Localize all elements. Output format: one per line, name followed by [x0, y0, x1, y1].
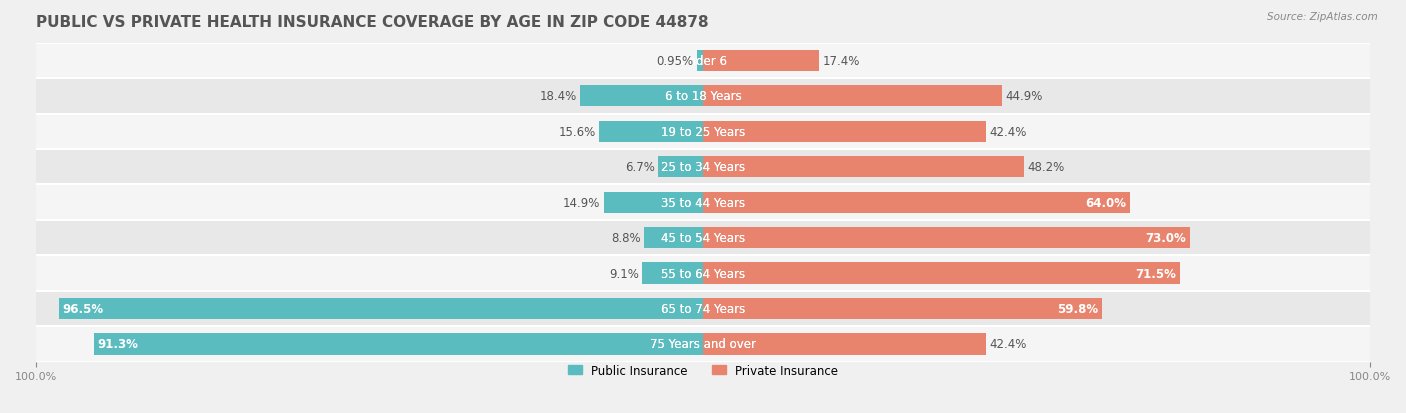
Bar [696, 51, 703, 72]
Text: 44.9%: 44.9% [1005, 90, 1043, 103]
Text: 42.4%: 42.4% [988, 338, 1026, 351]
Text: 65 to 74 Years: 65 to 74 Years [661, 302, 745, 315]
Text: 0.95%: 0.95% [657, 55, 693, 68]
Text: 45 to 54 Years: 45 to 54 Years [661, 232, 745, 244]
Text: 6 to 18 Years: 6 to 18 Years [665, 90, 741, 103]
Bar [581, 86, 703, 107]
Bar [703, 157, 1025, 178]
Text: 65 to 74 Years: 65 to 74 Years [661, 302, 745, 315]
Text: 9.1%: 9.1% [609, 267, 638, 280]
Text: 25 to 34 Years: 25 to 34 Years [661, 161, 745, 174]
Bar [703, 86, 1002, 107]
Text: 71.5%: 71.5% [1136, 267, 1177, 280]
Bar [703, 298, 1102, 319]
Text: 64.0%: 64.0% [1085, 196, 1126, 209]
Text: Under 6: Under 6 [679, 55, 727, 68]
Bar [703, 334, 986, 355]
Text: 75 Years and over: 75 Years and over [650, 338, 756, 351]
Text: 8.8%: 8.8% [612, 232, 641, 244]
Text: 55 to 64 Years: 55 to 64 Years [661, 267, 745, 280]
Text: PUBLIC VS PRIVATE HEALTH INSURANCE COVERAGE BY AGE IN ZIP CODE 44878: PUBLIC VS PRIVATE HEALTH INSURANCE COVER… [37, 15, 709, 30]
Bar [37, 150, 1369, 185]
Text: 6.7%: 6.7% [626, 161, 655, 174]
Text: 75 Years and over: 75 Years and over [650, 338, 756, 351]
Text: 73.0%: 73.0% [1146, 232, 1187, 244]
Bar [37, 291, 1369, 327]
Bar [703, 51, 820, 72]
Text: 91.3%: 91.3% [97, 338, 138, 351]
Text: 14.9%: 14.9% [562, 196, 600, 209]
Text: 19 to 25 Years: 19 to 25 Years [661, 126, 745, 138]
Bar [37, 221, 1369, 256]
Text: 42.4%: 42.4% [988, 126, 1026, 138]
Text: 35 to 44 Years: 35 to 44 Years [661, 196, 745, 209]
Bar [703, 228, 1189, 249]
Bar [703, 192, 1130, 213]
Text: 35 to 44 Years: 35 to 44 Years [661, 196, 745, 209]
Bar [658, 157, 703, 178]
Text: Source: ZipAtlas.com: Source: ZipAtlas.com [1267, 12, 1378, 22]
Text: 45 to 54 Years: 45 to 54 Years [661, 232, 745, 244]
Text: 59.8%: 59.8% [1057, 302, 1098, 315]
Bar [603, 192, 703, 213]
Bar [643, 263, 703, 284]
Bar [37, 79, 1369, 114]
Text: 25 to 34 Years: 25 to 34 Years [661, 161, 745, 174]
Bar [37, 327, 1369, 362]
Text: 96.5%: 96.5% [63, 302, 104, 315]
Text: 18.4%: 18.4% [540, 90, 576, 103]
Text: 17.4%: 17.4% [823, 55, 859, 68]
Bar [599, 121, 703, 142]
Text: 55 to 64 Years: 55 to 64 Years [661, 267, 745, 280]
Bar [644, 228, 703, 249]
Bar [59, 298, 703, 319]
Bar [37, 185, 1369, 221]
Text: 48.2%: 48.2% [1028, 161, 1064, 174]
Bar [703, 263, 1180, 284]
Legend: Public Insurance, Private Insurance: Public Insurance, Private Insurance [564, 359, 842, 382]
Bar [37, 114, 1369, 150]
Text: 15.6%: 15.6% [558, 126, 596, 138]
Bar [37, 256, 1369, 291]
Text: 19 to 25 Years: 19 to 25 Years [661, 126, 745, 138]
Bar [703, 121, 986, 142]
Text: 6 to 18 Years: 6 to 18 Years [665, 90, 741, 103]
Bar [37, 43, 1369, 79]
Bar [94, 334, 703, 355]
Text: Under 6: Under 6 [679, 55, 727, 68]
